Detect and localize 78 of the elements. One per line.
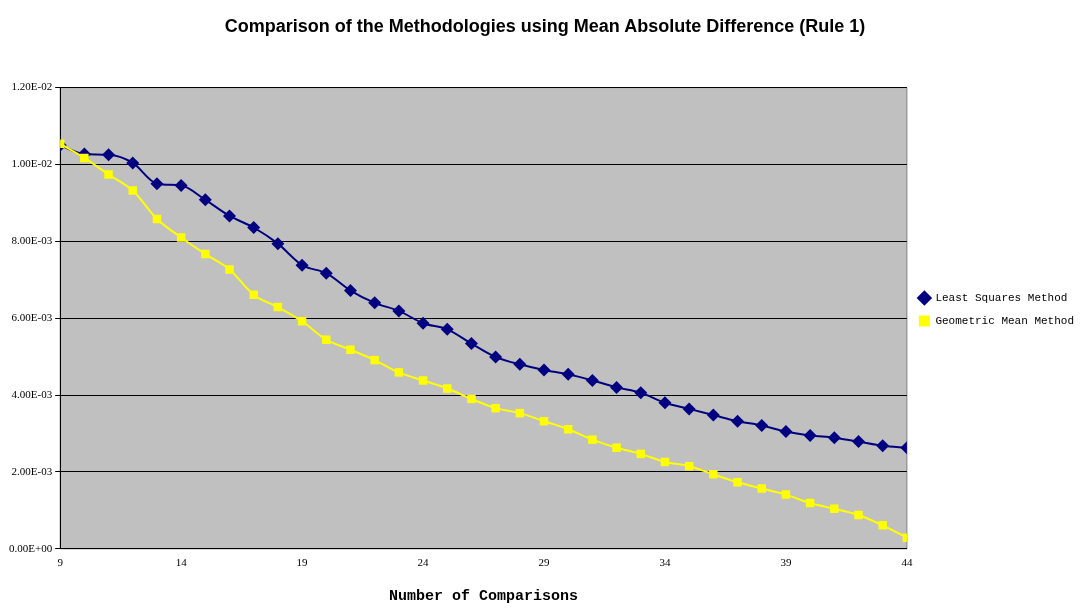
x-tick-label: 29	[538, 556, 550, 569]
point	[247, 221, 261, 234]
point	[851, 435, 865, 449]
point	[489, 350, 503, 364]
point	[830, 504, 839, 514]
point	[249, 290, 258, 299]
point	[878, 521, 887, 530]
y-tick-label: 6.00E-03	[11, 311, 53, 324]
point	[223, 209, 237, 223]
point	[80, 153, 89, 163]
y-tick-label: 4.00E-03	[11, 387, 53, 400]
y-tick-label: 1.20E-02	[11, 80, 53, 93]
point	[537, 363, 551, 377]
point	[297, 317, 307, 326]
point	[755, 418, 769, 432]
point	[803, 428, 817, 442]
point	[757, 484, 766, 493]
point	[658, 396, 672, 410]
point	[467, 394, 476, 404]
y-tick-label: 0.00E+00	[8, 541, 53, 554]
point	[709, 470, 718, 479]
x-tick-label: 34	[659, 556, 671, 569]
y-tick-label: 2.00E-03	[11, 464, 53, 477]
x-axis-title: Number of Comparisons	[389, 587, 579, 605]
point	[706, 408, 720, 422]
point	[464, 337, 478, 351]
point	[733, 478, 742, 487]
point	[781, 490, 791, 499]
point	[271, 237, 285, 251]
point	[513, 357, 527, 371]
point	[418, 376, 428, 385]
point	[346, 345, 355, 354]
point	[491, 403, 500, 413]
point	[731, 414, 745, 428]
x-tick-label: 44	[901, 556, 913, 569]
x-tick-label: 19	[296, 556, 309, 569]
point	[610, 380, 624, 394]
point	[827, 431, 841, 445]
point	[104, 170, 113, 179]
point	[102, 148, 116, 162]
point	[443, 384, 452, 393]
point	[682, 402, 696, 416]
point	[128, 186, 137, 195]
point	[322, 335, 331, 344]
point	[588, 435, 597, 444]
legend-label: Geometric Mean Method	[935, 314, 1074, 327]
point	[634, 386, 648, 400]
point	[201, 249, 210, 259]
point	[612, 443, 621, 452]
point	[150, 177, 164, 191]
point	[126, 156, 140, 170]
point	[561, 367, 575, 381]
point	[319, 266, 333, 280]
point	[416, 316, 430, 330]
x-tick-label: 24	[417, 556, 430, 569]
point	[174, 179, 188, 193]
legend-label: Least Squares Method	[935, 291, 1068, 304]
point	[563, 425, 573, 434]
point	[368, 296, 382, 310]
y-tick-label: 1.00E-02	[11, 157, 53, 170]
point	[343, 284, 357, 298]
point	[176, 233, 186, 242]
point	[876, 439, 890, 453]
chart-title: Comparison of the Methodologies using Mean Absolute Difference (Rule 1)	[224, 15, 866, 36]
point	[854, 510, 863, 520]
point	[392, 304, 406, 318]
point	[295, 258, 309, 272]
point	[370, 355, 379, 365]
point	[440, 322, 454, 336]
x-tick-label: 39	[780, 556, 792, 569]
point	[779, 425, 793, 439]
y-tick-label: 8.00E-03	[11, 234, 53, 247]
x-tick-label: 14	[175, 556, 188, 569]
point	[394, 368, 404, 377]
x-tick-label: 9	[57, 556, 64, 569]
point	[198, 193, 212, 207]
point	[225, 265, 234, 274]
point	[585, 373, 599, 387]
